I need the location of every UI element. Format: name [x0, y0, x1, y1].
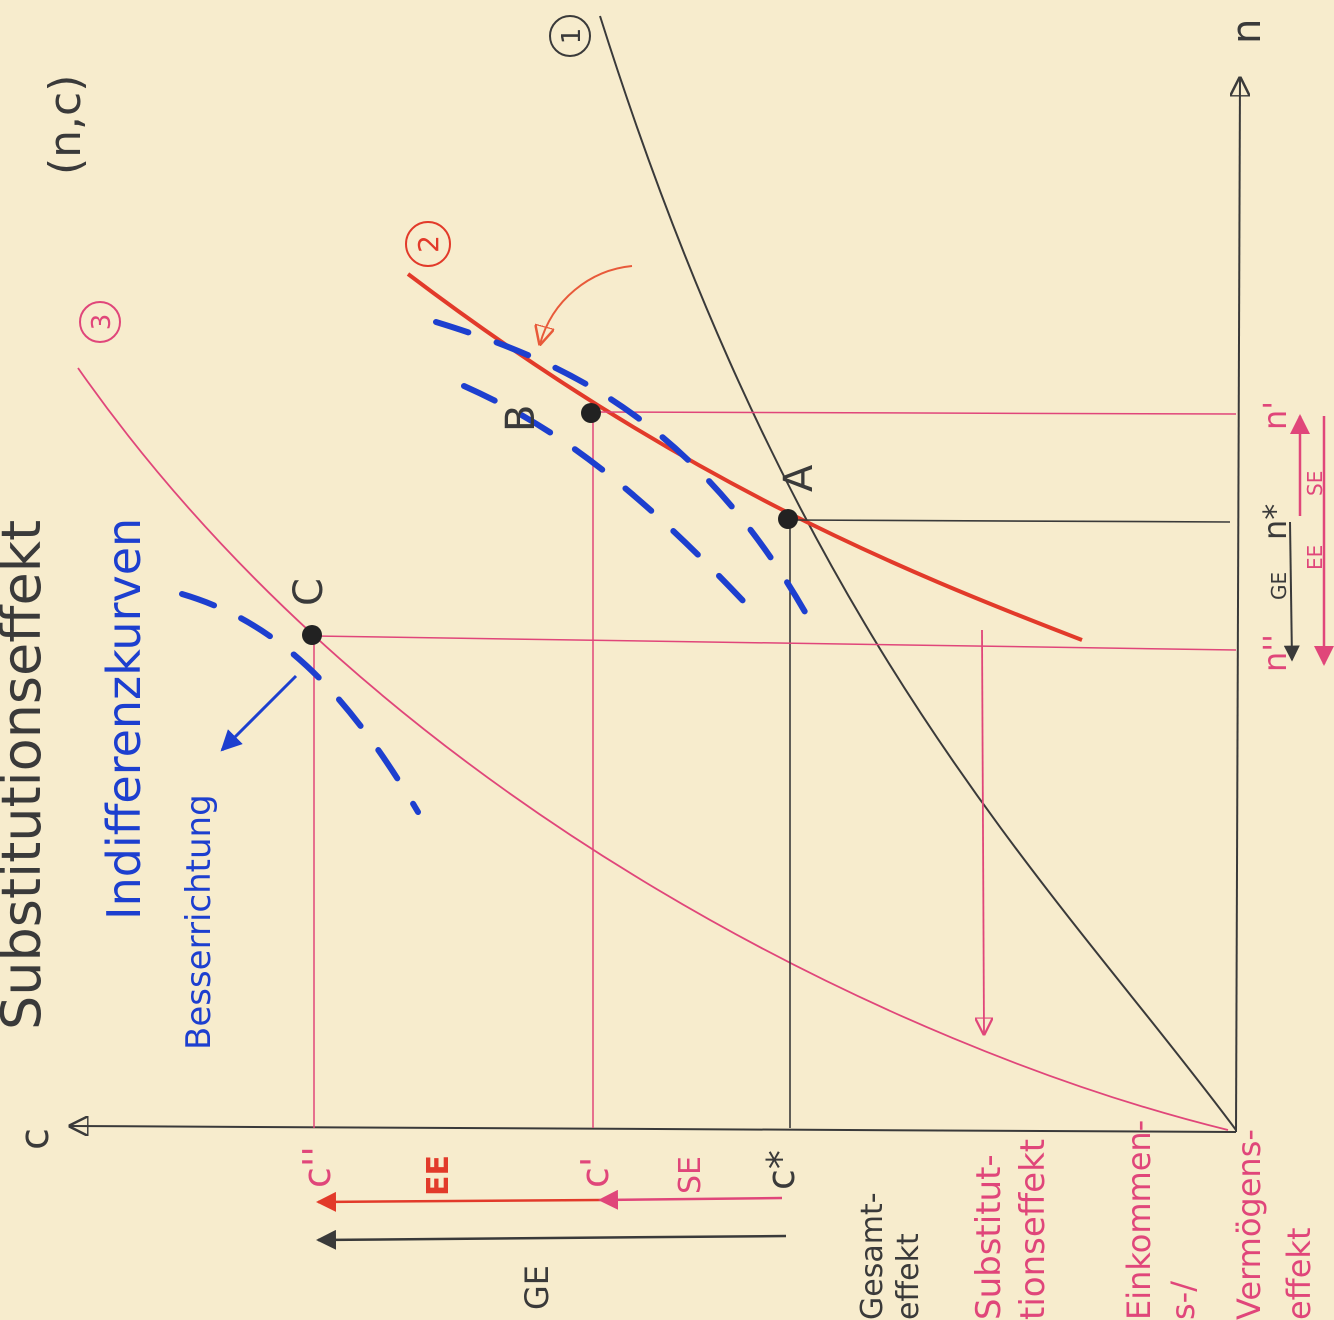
point-c-label: C: [286, 578, 332, 606]
point-c: [302, 625, 322, 645]
diagram-title: Substitutionseffekt: [0, 520, 53, 1030]
curve-3: [77, 367, 1229, 1131]
point-b: [581, 403, 601, 423]
n-axis: [1236, 78, 1240, 1133]
shift-arrow: [982, 629, 984, 1034]
curve-2: [406, 272, 1083, 642]
axes: [70, 78, 1240, 1132]
legend-subst-1: Substitut-: [969, 1154, 1009, 1320]
c-star-label: c*: [759, 1150, 803, 1190]
curve-label-1: 1: [549, 15, 591, 57]
rotation-arrow: [540, 265, 633, 344]
n-single-label: n': [1256, 401, 1294, 430]
c-axis: [70, 1126, 1237, 1132]
indiff-curve-c: [179, 591, 421, 815]
svg-text:3: 3: [87, 314, 117, 331]
legend-einkommen-4: effekt: [1280, 1228, 1318, 1320]
curve-label-3: 3: [79, 301, 121, 343]
indiff-curve-b: [461, 383, 749, 607]
points: [302, 403, 798, 645]
n-axis-label: n: [1224, 19, 1270, 44]
point-a: [778, 509, 798, 529]
legend-einkommen-3: Vermögens-: [1230, 1129, 1268, 1320]
legend-gesamt-2: effekt: [891, 1233, 926, 1320]
indifference-curves: [179, 319, 817, 815]
curve-label-2: 2: [405, 221, 451, 267]
legend-gesamt-1: Gesamt-: [855, 1192, 890, 1320]
c-double-label: c'': [295, 1146, 339, 1188]
c-axis-label: c: [12, 1128, 58, 1150]
guide-lines: [313, 411, 1237, 1128]
ge-label-c: GE: [518, 1265, 556, 1310]
indifference-label: Indifferenzkurven: [97, 518, 151, 920]
point-a-label: A: [776, 464, 822, 492]
n-double-label: n'': [1256, 634, 1294, 672]
legend-einkommen-1: Einkommen-: [1120, 1120, 1158, 1320]
se-arrow-c: [598, 1189, 783, 1210]
svg-text:1: 1: [557, 28, 587, 45]
c-single-label: c': [573, 1157, 617, 1188]
guide-a-n: [789, 519, 1231, 523]
ee-label-c: EE: [421, 1155, 456, 1196]
ge-label-n: GE: [1267, 572, 1291, 600]
indiff-curve-a: [433, 319, 817, 631]
ge-arrow-n: [1283, 521, 1300, 662]
ge-arrow-c: [316, 1229, 787, 1250]
point-b-label: B: [498, 405, 544, 432]
guide-c-n: [313, 635, 1237, 651]
better-direction-label: Besserrichtung: [179, 794, 219, 1050]
svg-text:2: 2: [412, 235, 445, 253]
better-direction-arrow: [220, 674, 298, 752]
legend-subst-2: tionseffekt: [1013, 1139, 1053, 1320]
ee-arrow-c: [316, 1191, 601, 1212]
n-star-label: n*: [1256, 504, 1294, 540]
coords-label: (n,c): [40, 75, 91, 175]
guide-b-n: [592, 411, 1237, 415]
ee-label-n: EE: [1303, 545, 1327, 570]
se-label-n: SE: [1303, 471, 1327, 496]
legend-einkommen-2: s-/: [1164, 1281, 1202, 1320]
se-label-c: SE: [673, 1156, 708, 1194]
curve-1: [599, 15, 1237, 1131]
